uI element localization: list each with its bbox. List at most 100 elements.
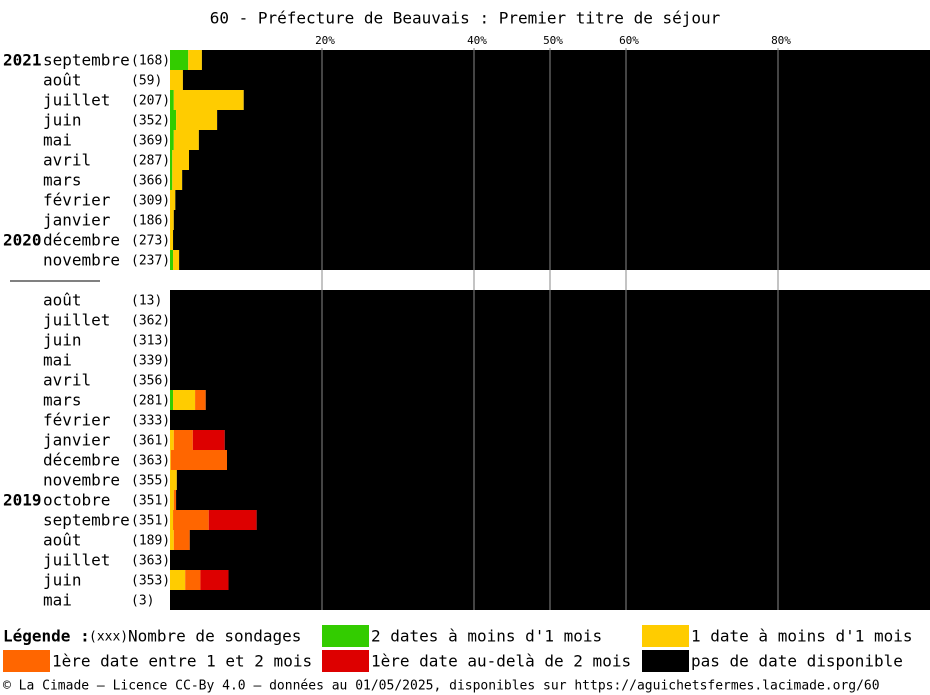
legend-label: 1 date à moins d'1 mois [691,627,913,646]
bar-segment [227,450,930,470]
x-tick-label: 50% [543,34,563,47]
category-label: avril [43,371,91,390]
count-label: (237) [131,254,170,269]
bar-segment [208,510,257,530]
bar-segment [182,170,930,190]
category-label: juin [43,331,82,350]
bar-segment [173,530,190,550]
category-label: mai [43,351,72,370]
bar-segment [170,110,177,130]
legend-label: 1ère date entre 1 et 2 mois [52,652,312,671]
x-tick-label: 60% [619,34,639,47]
bar-segment [170,250,174,270]
count-label: (369) [131,134,170,149]
year-label: 2019 [3,491,42,510]
bar-segment [173,250,180,270]
x-tick-label: 80% [771,34,791,47]
bar-segment [173,390,196,410]
bar-segment [182,70,930,90]
category-label: juillet [43,311,110,330]
year-label: 2021 [3,51,42,70]
bar-segment [170,50,189,70]
bar-segment [170,490,174,510]
bar-segment [189,150,930,170]
category-label: mars [43,171,82,190]
bar-segment [172,150,189,170]
year-label: 2020 [3,231,42,250]
bar-segment [170,450,227,470]
legend-count-key: (xxx) [89,630,128,645]
bar-segment [256,510,930,530]
count-label: (351) [131,514,170,529]
legend-swatch [322,625,369,647]
bar-segment [176,110,218,130]
legend-title: Légende : [3,627,90,646]
legend-swatch [322,650,369,672]
category-label: mai [43,591,72,610]
bar-segment [192,430,225,450]
count-label: (3) [131,594,154,609]
count-label: (366) [131,174,170,189]
bar-segment [200,570,229,590]
count-label: (189) [131,534,170,549]
legend-swatch [3,650,50,672]
bar-segment [170,70,183,90]
bar-segment [170,90,174,110]
bar-segment [170,190,176,210]
category-label: décembre [43,451,120,470]
count-label: (281) [131,394,170,409]
bar-segment [189,530,930,550]
bar-segment [176,490,930,510]
bar-segment [179,250,930,270]
count-label: (352) [131,114,170,129]
category-label: septembre [43,511,130,530]
bar-segment [217,110,930,130]
count-label: (339) [131,354,170,369]
bar-segment [185,570,201,590]
count-label: (207) [131,94,170,109]
bar-segment [201,50,930,70]
legend-swatch [642,625,689,647]
category-label: janvier [43,211,111,230]
count-label: (168) [131,54,170,69]
category-label: août [43,71,82,90]
category-label: décembre [43,231,120,250]
count-label: (353) [131,574,170,589]
bar-segment [170,510,174,530]
bar-segment [195,390,206,410]
category-label: juin [43,571,82,590]
category-label: avril [43,151,91,170]
footer: © La Cimade — Licence CC-By 4.0 — donnée… [3,679,880,694]
legend-count-text: Nombre de sondages [128,627,301,646]
category-label: août [43,291,82,310]
bar-segment [172,170,183,190]
bar-segment [170,150,173,170]
category-label: mars [43,391,82,410]
bar-segment [173,90,244,110]
bar-segment [176,470,930,490]
count-label: (309) [131,194,170,209]
category-label: novembre [43,251,120,270]
count-label: (59) [131,74,162,89]
bar-segment [170,170,173,190]
category-label: février [43,191,111,210]
count-label: (356) [131,374,170,389]
bar-segment [170,470,177,490]
bar-segment [243,90,930,110]
count-label: (363) [131,554,170,569]
count-label: (363) [131,454,170,469]
category-label: février [43,411,111,430]
count-label: (287) [131,154,170,169]
bar-segment [228,570,930,590]
bar-segment [170,210,174,230]
bar-segment [173,510,209,530]
bar-segment [170,430,174,450]
category-label: juillet [43,91,110,110]
legend-label: 2 dates à moins d'1 mois [371,627,602,646]
legend-label: 1ère date au-delà de 2 mois [371,652,631,671]
count-label: (186) [131,214,170,229]
legend-label: pas de date disponible [691,652,903,671]
count-label: (362) [131,314,170,329]
count-label: (13) [131,294,162,309]
